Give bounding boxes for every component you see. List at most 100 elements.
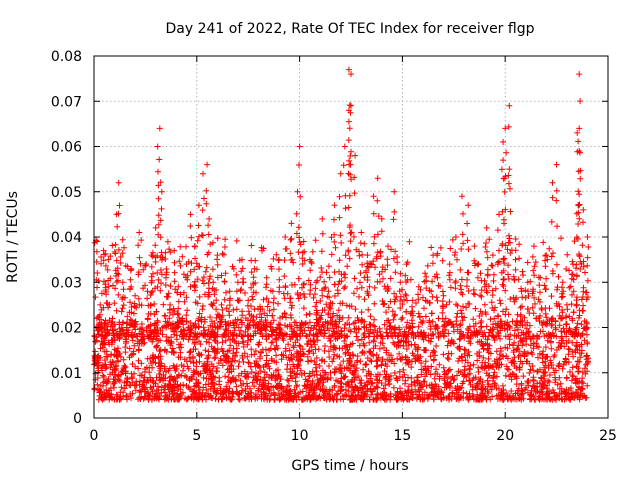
data-point	[399, 314, 406, 321]
data-point	[270, 372, 277, 379]
data-point	[204, 361, 211, 368]
data-point	[226, 365, 233, 372]
data-point	[232, 357, 238, 364]
data-point	[371, 233, 378, 240]
data-point	[491, 369, 498, 376]
data-point	[458, 286, 465, 293]
data-point	[225, 379, 232, 386]
data-point	[209, 330, 216, 337]
data-point	[559, 315, 566, 322]
data-point	[458, 276, 465, 283]
data-point	[311, 358, 318, 365]
data-point	[98, 316, 104, 323]
data-point	[338, 278, 345, 284]
data-point	[309, 248, 316, 255]
y-tick-label: 0.05	[51, 185, 82, 201]
data-point	[570, 288, 577, 295]
data-point	[312, 364, 319, 371]
data-point	[360, 366, 367, 373]
data-point	[235, 363, 242, 370]
data-point	[225, 333, 232, 340]
data-point	[310, 294, 317, 301]
data-point	[200, 384, 207, 391]
data-point	[119, 236, 126, 243]
data-point	[233, 288, 240, 295]
data-point	[323, 301, 330, 308]
data-point	[115, 246, 122, 253]
data-point	[248, 242, 255, 249]
data-point	[227, 295, 234, 302]
data-point	[395, 332, 402, 339]
data-point	[359, 251, 366, 258]
data-point	[347, 161, 354, 168]
data-point	[184, 307, 191, 314]
data-point	[442, 326, 449, 333]
data-point	[107, 393, 113, 400]
data-point	[577, 175, 584, 182]
data-point	[483, 287, 490, 294]
data-point	[322, 369, 328, 376]
data-point	[179, 331, 186, 338]
data-point	[517, 352, 524, 359]
data-point	[264, 396, 271, 403]
data-point	[124, 376, 131, 383]
data-point	[301, 257, 308, 264]
data-point	[424, 262, 431, 269]
x-tick-label: 10	[291, 428, 309, 444]
data-point	[382, 361, 389, 367]
data-point	[177, 382, 184, 389]
data-point	[490, 326, 497, 333]
data-point	[548, 315, 555, 322]
data-point	[542, 344, 549, 351]
data-point	[530, 367, 537, 374]
data-point	[571, 238, 578, 245]
data-point	[521, 314, 528, 321]
data-point	[192, 339, 198, 346]
data-point	[583, 353, 590, 360]
data-point	[298, 320, 305, 327]
data-point	[113, 391, 120, 398]
data-point	[374, 362, 381, 369]
data-point	[293, 230, 300, 237]
data-point	[374, 249, 381, 256]
data-point	[386, 326, 393, 333]
data-point	[518, 318, 525, 325]
data-point	[324, 376, 331, 383]
data-point	[221, 278, 228, 285]
data-point	[260, 363, 267, 370]
data-point	[543, 252, 550, 259]
data-point	[464, 237, 471, 244]
data-point	[142, 282, 148, 289]
data-point	[334, 352, 341, 359]
data-point	[252, 330, 259, 337]
data-point	[455, 368, 462, 375]
data-point	[296, 143, 303, 150]
data-point	[293, 210, 300, 217]
data-point	[391, 312, 398, 319]
data-point	[396, 368, 403, 375]
data-point	[313, 355, 320, 361]
data-point	[357, 358, 364, 365]
data-point	[465, 202, 472, 209]
data-point	[580, 302, 587, 309]
data-point	[465, 348, 472, 355]
data-point	[319, 356, 326, 363]
data-point	[383, 329, 390, 336]
data-point	[331, 384, 338, 391]
data-point	[368, 391, 375, 398]
data-point	[175, 298, 182, 305]
data-point	[574, 394, 581, 401]
data-point	[281, 295, 288, 302]
data-point	[397, 342, 404, 349]
data-point	[568, 301, 575, 308]
data-point	[446, 272, 453, 279]
data-point	[387, 372, 394, 379]
data-point	[104, 266, 111, 273]
data-point	[510, 358, 517, 365]
data-point	[397, 385, 403, 392]
data-point	[194, 276, 201, 283]
data-point	[413, 300, 419, 306]
data-point	[211, 355, 218, 362]
data-point	[301, 370, 308, 377]
data-point	[356, 377, 363, 384]
